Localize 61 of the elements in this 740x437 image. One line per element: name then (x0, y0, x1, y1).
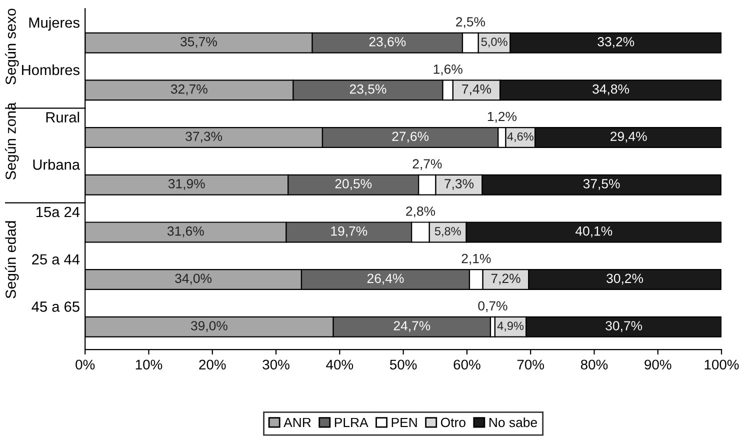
data-label: 34,8% (592, 84, 630, 96)
data-label: 2,1% (462, 254, 491, 265)
y-tick-label: Hombres (22, 64, 80, 76)
data-label: 2,7% (412, 159, 442, 170)
data-label: 19,7% (331, 226, 368, 238)
data-label: 7,4% (462, 84, 492, 96)
y-tick-label: 45 a 65 (32, 302, 80, 312)
data-label: 1,2% (488, 112, 517, 123)
text: Según sexo (5, 8, 19, 84)
data-label: 33,2% (598, 37, 634, 48)
data-label: 5,8% (434, 227, 461, 237)
data-label: 23,5% (350, 84, 386, 96)
y-tick-label: 15a 24 (36, 206, 80, 218)
data-label: 31,9% (168, 179, 205, 190)
legend-label: No sabe (489, 417, 537, 428)
x-tick-label: 0% (76, 360, 95, 370)
data-label: 29,4% (610, 132, 647, 143)
data-label: 37,5% (583, 179, 620, 190)
x-tick-label: 80% (580, 360, 608, 370)
data-label: 26,4% (367, 274, 404, 285)
legend-label: Otro (440, 418, 466, 428)
data-label: 23,6% (369, 37, 406, 48)
data-label: 20,5% (335, 179, 372, 190)
y-tick-label: Rural (46, 112, 80, 122)
data-label: 2,8% (406, 206, 436, 218)
text: Según zona (5, 102, 19, 180)
data-label: 34,0% (175, 274, 212, 285)
data-label: 40,1% (576, 226, 612, 238)
data-label: 39,0% (190, 321, 228, 332)
x-tick-label: 100% (704, 360, 739, 370)
y-tick-label: 25 a 44 (32, 254, 80, 265)
data-label: 31,6% (167, 226, 204, 238)
text: Según edad (5, 221, 19, 298)
data-label: 32,7% (170, 84, 208, 96)
data-label: 27,6% (392, 132, 429, 143)
data-label: 35,7% (180, 37, 217, 48)
data-label: 4,6% (507, 132, 534, 142)
data-label: 0,7% (478, 301, 508, 312)
data-label: 7,3% (444, 179, 474, 190)
x-tick-label: 70% (517, 360, 544, 370)
data-label: 30,2% (606, 274, 644, 285)
x-tick-label: 30% (262, 360, 290, 370)
legend-label: PEN (392, 418, 417, 428)
data-label: 1,6% (434, 64, 462, 76)
legend-label: PLRA (334, 418, 368, 428)
y-tick-label: Mujeres (29, 17, 80, 31)
data-label: 24,7% (394, 321, 430, 332)
x-tick-label: 40% (326, 360, 354, 370)
x-tick-label: 20% (199, 360, 226, 370)
data-label: 4,9% (497, 322, 524, 332)
legend-label: ANR (284, 418, 311, 428)
data-label: 7,2% (491, 274, 520, 285)
y-tick-label: Urbana (33, 159, 80, 170)
x-tick-label: 50% (390, 360, 417, 370)
data-label: 37,3% (186, 132, 222, 143)
data-label: 30,7% (606, 321, 642, 332)
x-tick-label: 10% (136, 360, 162, 370)
x-tick-label: 60% (454, 360, 480, 370)
x-tick-label: 90% (644, 360, 672, 370)
data-label: 2,5% (456, 17, 486, 28)
data-label: 5,0% (481, 38, 508, 48)
